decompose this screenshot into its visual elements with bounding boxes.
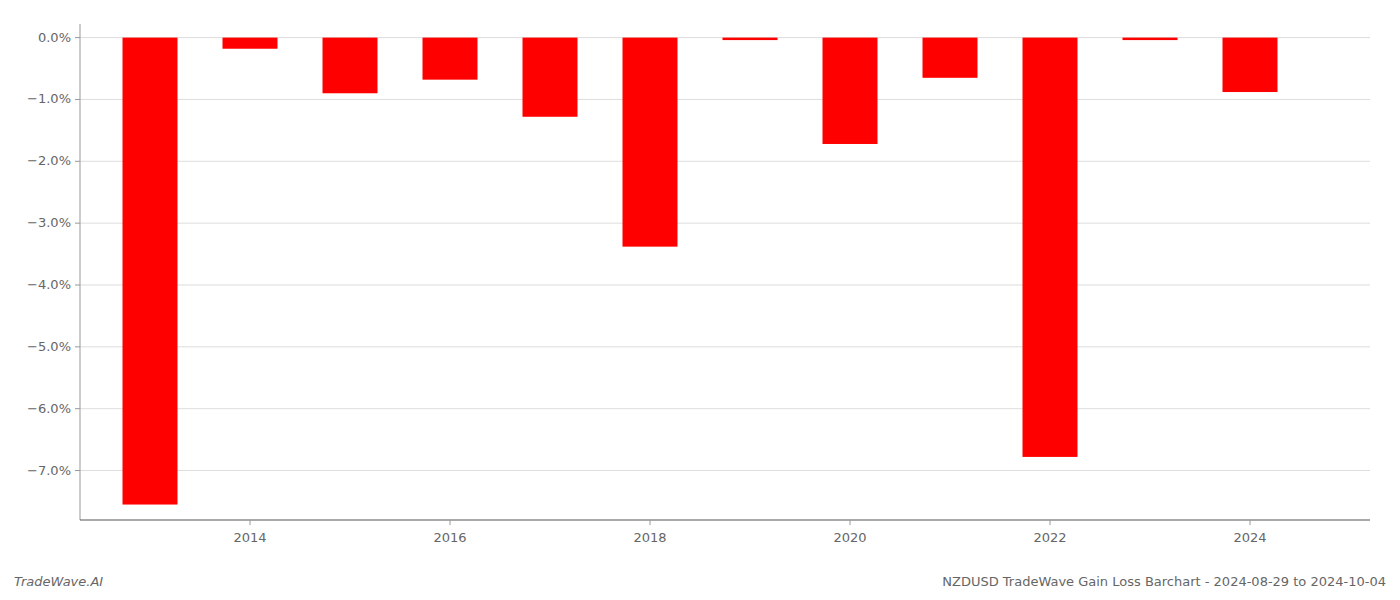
bar — [123, 38, 178, 505]
bar — [723, 38, 778, 40]
y-tick-label: −3.0% — [27, 215, 71, 230]
x-tick-label: 2016 — [433, 530, 466, 545]
x-tick — [650, 520, 651, 525]
bar — [623, 38, 678, 247]
bar — [223, 38, 278, 49]
x-tick — [1050, 520, 1051, 525]
grid-line — [80, 470, 1370, 471]
grid-line — [80, 284, 1370, 285]
y-tick — [75, 284, 80, 285]
y-tick — [75, 408, 80, 409]
grid-line — [80, 346, 1370, 347]
x-tick-label: 2024 — [1233, 530, 1266, 545]
bar — [1023, 38, 1078, 457]
y-tick — [75, 37, 80, 38]
y-tick-label: −5.0% — [27, 339, 71, 354]
bar — [823, 38, 878, 144]
y-tick-label: −2.0% — [27, 153, 71, 168]
y-tick — [75, 470, 80, 471]
y-axis-line — [80, 24, 81, 520]
y-tick — [75, 161, 80, 162]
y-tick — [75, 346, 80, 347]
bar — [923, 38, 978, 78]
title: NZDUSD TradeWave Gain Loss Barchart - 20… — [942, 574, 1386, 589]
x-tick — [850, 520, 851, 525]
chart-container: 0.0% −1.0% −2.0% −3.0% −4.0% −5.0% −6.0% −7.0% 2… — [0, 0, 1400, 600]
x-tick-label: 2014 — [233, 530, 266, 545]
y-tick-label: −6.0% — [27, 401, 71, 416]
grid — [80, 38, 1370, 471]
y-axis: 0.0% −1.0% −2.0% −3.0% −4.0% −5.0% −6.0% −7.0% — [27, 24, 80, 520]
grid-line — [80, 161, 1370, 162]
grid-line — [80, 408, 1370, 409]
bar — [323, 38, 378, 94]
x-tick — [1250, 520, 1251, 525]
bars — [123, 38, 1278, 505]
bar — [523, 38, 578, 117]
bar — [1123, 38, 1178, 40]
x-tick-label: 2020 — [833, 530, 866, 545]
x-tick — [250, 520, 251, 525]
bar — [423, 38, 478, 80]
y-tick-label: 0.0% — [38, 30, 71, 45]
y-tick-label: −4.0% — [27, 277, 71, 292]
bar — [1223, 38, 1278, 92]
chart-svg: 0.0% −1.0% −2.0% −3.0% −4.0% −5.0% −6.0% −7.0% 2… — [0, 0, 1400, 600]
x-tick — [450, 520, 451, 525]
y-tick — [75, 99, 80, 100]
y-tick-label: −7.0% — [27, 463, 71, 478]
x-axis: 2014 2016 2018 2020 2022 2024 — [80, 520, 1370, 545]
y-tick-label: −1.0% — [27, 91, 71, 106]
y-tick — [75, 223, 80, 224]
x-tick-label: 2022 — [1033, 530, 1066, 545]
grid-line — [80, 223, 1370, 224]
watermark: TradeWave.AI — [14, 574, 103, 589]
grid-line — [80, 99, 1370, 100]
x-tick-label: 2018 — [633, 530, 666, 545]
x-axis-line — [80, 519, 1370, 520]
